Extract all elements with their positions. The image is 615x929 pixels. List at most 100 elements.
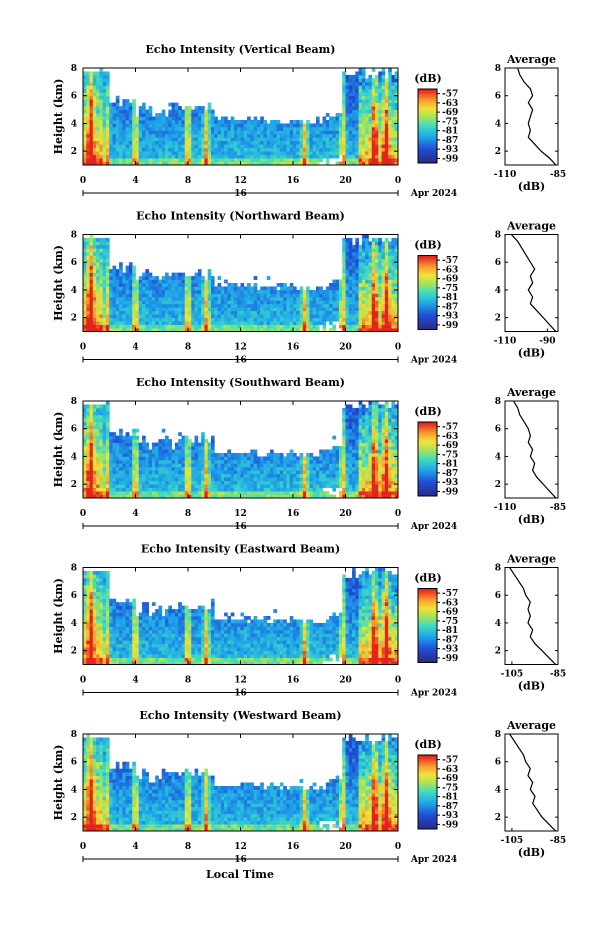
profile-y-tick-label: 2 (495, 314, 501, 324)
colorbar-tick-label: -63 (442, 598, 458, 608)
heatmap-cells (83, 401, 399, 499)
profile-line (517, 67, 557, 166)
day-label: 16 (234, 522, 247, 532)
colorbar-tick-label: -75 (442, 617, 458, 627)
colorbar-tick-label: -81 (442, 626, 458, 636)
profile-frame (504, 67, 559, 166)
colorbar-label: (dB) (414, 405, 441, 418)
profile-frame (504, 733, 559, 832)
panel-4: Echo Intensity (Eastward Beam) 2 4 6 8 Height… (52, 543, 566, 699)
x-tick-label: 20 (339, 343, 352, 353)
panel-title: Echo Intensity (Southward Beam) (136, 376, 345, 389)
heatmap-cells (83, 234, 399, 332)
colorbar-frame (417, 588, 438, 663)
y-tick-label: 6 (71, 425, 77, 435)
colorbar-tick-label: -87 (442, 635, 458, 645)
profile-title: Average (506, 719, 556, 732)
profile-y-tick-label: 6 (495, 591, 501, 601)
profile-y-tick-label: 2 (495, 647, 501, 657)
profile-x-label: (dB) (518, 513, 545, 526)
x-tick-label: 12 (234, 176, 247, 186)
x-tick-label: 8 (185, 509, 191, 519)
profile-y-tick-label: 2 (495, 480, 501, 490)
colorbar-frame (417, 421, 438, 497)
profile-x-tick-label: -110 (494, 170, 517, 180)
heatmap-cells (83, 567, 399, 665)
profile-line (512, 400, 557, 499)
profile-x-label: (dB) (518, 347, 545, 360)
colorbar-tick-label: -81 (442, 460, 458, 470)
y-axis-label: Height (km) (52, 412, 65, 488)
profile-x-label: (dB) (518, 680, 545, 693)
x-tick-label: 20 (339, 509, 352, 519)
colorbar-tick-label: -99 (442, 321, 458, 331)
x-tick-label: 16 (287, 509, 300, 519)
profile-y-tick-label: 8 (495, 231, 501, 241)
x-tick-label: 0 (80, 509, 86, 519)
y-tick-label: 6 (71, 92, 77, 102)
colorbar-tick-label: -93 (442, 145, 458, 155)
colorbar-tick-label: -69 (442, 608, 458, 618)
x-tick-label: 8 (185, 343, 191, 353)
colorbar-tick-label: -87 (442, 802, 458, 812)
colorbar-tick-label: -75 (442, 783, 458, 793)
colorbar-tick-label: -57 (442, 256, 458, 266)
colorbar-frame (417, 88, 438, 164)
profile-y-tick-label: 8 (495, 64, 501, 74)
heatmap-cells (83, 734, 399, 832)
date-label: Apr 2024 (410, 689, 457, 699)
day-label: 16 (234, 356, 247, 366)
x-tick-label: 12 (234, 343, 247, 353)
day-label: 16 (234, 689, 247, 699)
colorbar-tick-label: -93 (442, 811, 458, 821)
colorbar-label: (dB) (414, 72, 441, 85)
y-tick-label: 8 (71, 231, 77, 241)
date-label: Apr 2024 (410, 356, 457, 366)
colorbar-tick-label: -99 (442, 154, 458, 164)
x-tick-label: 16 (287, 842, 300, 852)
x-tick-label: 0 (395, 676, 401, 686)
y-tick-label: 6 (71, 258, 77, 268)
x-tick-label: 4 (132, 509, 138, 519)
profile-y-tick-label: 6 (495, 92, 501, 102)
colorbar-tick-label: -63 (442, 99, 458, 109)
colorbar-tick-label: -93 (442, 645, 458, 655)
profile-x-label: (dB) (518, 180, 545, 193)
colorbar-tick-label: -87 (442, 136, 458, 146)
colorbar-tick-label: -69 (442, 441, 458, 451)
heatmap-cells (83, 68, 399, 166)
x-tick-label: 8 (185, 176, 191, 186)
x-tick-label: 12 (234, 676, 247, 686)
profile-y-tick-label: 8 (495, 564, 501, 574)
colorbar (418, 755, 437, 830)
profile-y-tick-label: 8 (495, 397, 501, 407)
y-axis-label: Height (km) (52, 578, 65, 654)
colorbar-tick-label: -75 (442, 284, 458, 294)
y-tick-label: 4 (71, 785, 77, 795)
y-tick-label: 6 (71, 758, 77, 768)
panel-3: Echo Intensity (Southward Beam) 2 4 6 8 Heigh… (52, 376, 566, 532)
profile-x-tick-label: -105 (501, 836, 524, 846)
panel-title: Echo Intensity (Vertical Beam) (145, 43, 335, 56)
colorbar-tick-label: -57 (442, 589, 458, 599)
profile-title: Average (506, 53, 556, 66)
profile-frame (504, 567, 559, 665)
colorbar-tick-label: -57 (442, 423, 458, 433)
profile-x-tick-label: -85 (550, 503, 566, 513)
panel-title: Echo Intensity (Eastward Beam) (141, 543, 340, 556)
profile-line (509, 567, 557, 665)
date-label: Apr 2024 (410, 522, 457, 532)
profile-title: Average (506, 386, 556, 399)
profile-y-tick-label: 8 (495, 730, 501, 740)
y-tick-label: 2 (71, 813, 77, 823)
x-tick-label: 0 (80, 676, 86, 686)
x-tick-label: 4 (132, 343, 138, 353)
y-tick-label: 4 (71, 452, 77, 462)
x-tick-label: 0 (395, 509, 401, 519)
colorbar-label: (dB) (414, 738, 441, 751)
x-tick-label: 8 (185, 676, 191, 686)
y-tick-label: 2 (71, 647, 77, 657)
profile-x-tick-label: -85 (550, 836, 566, 846)
colorbar-tick-label: -69 (442, 108, 458, 118)
